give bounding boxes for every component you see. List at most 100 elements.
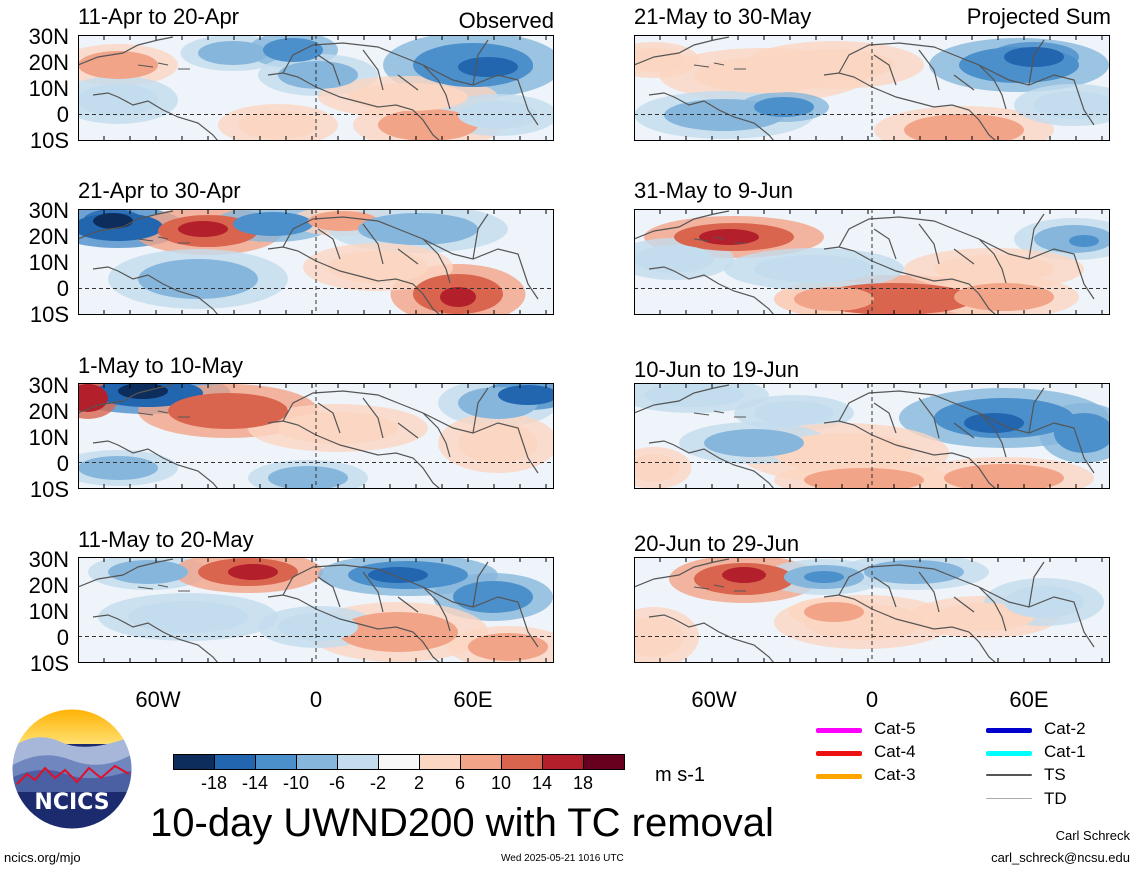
panel-title-7: 10-Jun to 19-Jun [634,357,800,382]
anomaly-contour [754,255,874,283]
map-svg [634,209,1110,315]
map-panel-6 [634,209,1110,315]
colorbar-swatch [378,754,420,770]
legend-label-cat2: Cat-2 [1044,719,1086,738]
anomaly-contour [338,612,458,652]
anomaly-contour [458,423,538,463]
anomaly-contour [108,560,188,584]
lat-label: 10S [29,128,69,153]
colorbar-swatch [501,754,543,770]
map-panel-5 [634,35,1110,141]
lon-label: 0 [309,687,323,712]
lat-label: 10N [28,250,69,275]
anomaly-contour [228,564,278,580]
anomaly-contour [128,601,248,633]
map-panel-2 [78,209,554,315]
anomaly-contour [754,401,834,425]
panel-title-5: 21-May to 30-May [634,4,812,29]
lon-label: 0 [865,687,879,712]
lat-label: 10N [28,425,69,450]
anomaly-contour [378,109,478,141]
anomaly-contour [904,114,1024,141]
panel-tag-projected: Projected Sum [966,4,1111,29]
colorbar-swatch [542,754,584,770]
lat-label: 0 [56,102,69,127]
legend-line-ts [986,774,1032,776]
legend-label-cat4: Cat-4 [874,742,916,761]
map-panel-7 [634,383,1110,489]
colorbar-tick-label: -2 [369,773,386,793]
map-svg [78,557,554,663]
colorbar-swatch [460,754,502,770]
anomaly-contour [78,51,158,79]
anomaly-contour [118,383,168,399]
coastline [634,384,1095,489]
lon-label: 60E [453,687,493,712]
anomaly-contour [93,213,133,229]
lat-label: 10N [28,76,69,101]
legend-line-cat4 [816,751,862,756]
colorbar-swatch [419,754,461,770]
anomaly-contour [804,571,844,583]
anomaly-contour [328,251,428,283]
lat-label: 30N [28,373,69,398]
anomaly-contour [954,283,1054,311]
lat-label: 30N [28,547,69,572]
anomaly-contour [804,602,864,622]
colorbar-swatch [214,754,256,770]
logo-text: NCICS [34,790,110,815]
legend-line-td [986,798,1032,799]
anomaly-contour [468,633,548,661]
panel-title-3: 1-May to 10-May [78,353,244,378]
islands [693,236,746,244]
anomaly-contour [498,385,554,405]
anomaly-contour [634,245,714,273]
anomaly-contour [944,464,1064,489]
islands [137,584,190,592]
anomaly-contour [458,57,518,77]
anomaly-contour [804,468,924,489]
map-panel-3 [78,383,554,489]
anomaly-contour [78,84,158,116]
colorbar-swatch [296,754,338,770]
coastline [78,558,539,663]
anomaly-contour [278,61,358,89]
legend-label-ts: TS [1044,765,1066,784]
panel-title-4: 11-May to 20-May [78,527,254,552]
anomaly-contour [453,581,533,613]
islands [693,410,746,418]
panel-title-1: 11-Apr to 20-Apr [78,4,240,29]
anomaly-contour [634,454,679,482]
lon-label: 60W [135,687,181,712]
anomaly-contour [934,603,1034,631]
legend-line-cat3 [816,774,862,779]
legend-label-cat5: Cat-5 [874,719,916,738]
website-link[interactable]: ncics.org/mjo [4,850,81,865]
colorbar-swatch [337,754,379,770]
lat-label: 0 [56,625,69,650]
islands [137,410,190,418]
anomaly-contour [1004,586,1084,618]
credit-email[interactable]: carl_schreck@ncsu.edu [991,850,1130,865]
legend-line-cat1 [986,751,1032,756]
lat-label: 10S [29,651,69,676]
coastline [634,210,1095,315]
anomaly-contour [268,466,348,489]
lat-label: 20N [28,224,69,249]
colorbar-tick-label: 18 [572,773,594,793]
colorbar-tick-label: 10 [490,773,512,793]
colorbar-tick-label: 6 [454,773,465,793]
colorbar-tick-label: 14 [531,773,553,793]
anomaly-contour [704,429,804,457]
anomaly-contour [178,221,228,237]
coastline [78,210,539,315]
map-panel-8 [634,557,1110,663]
islands [693,584,746,592]
lat-label: 20N [28,573,69,598]
map-svg [78,35,554,141]
islands [137,236,190,244]
map-svg [78,383,554,489]
colorbar-tick-label: 2 [413,773,424,793]
lat-label: 10N [28,599,69,624]
lat-label: 0 [56,451,69,476]
